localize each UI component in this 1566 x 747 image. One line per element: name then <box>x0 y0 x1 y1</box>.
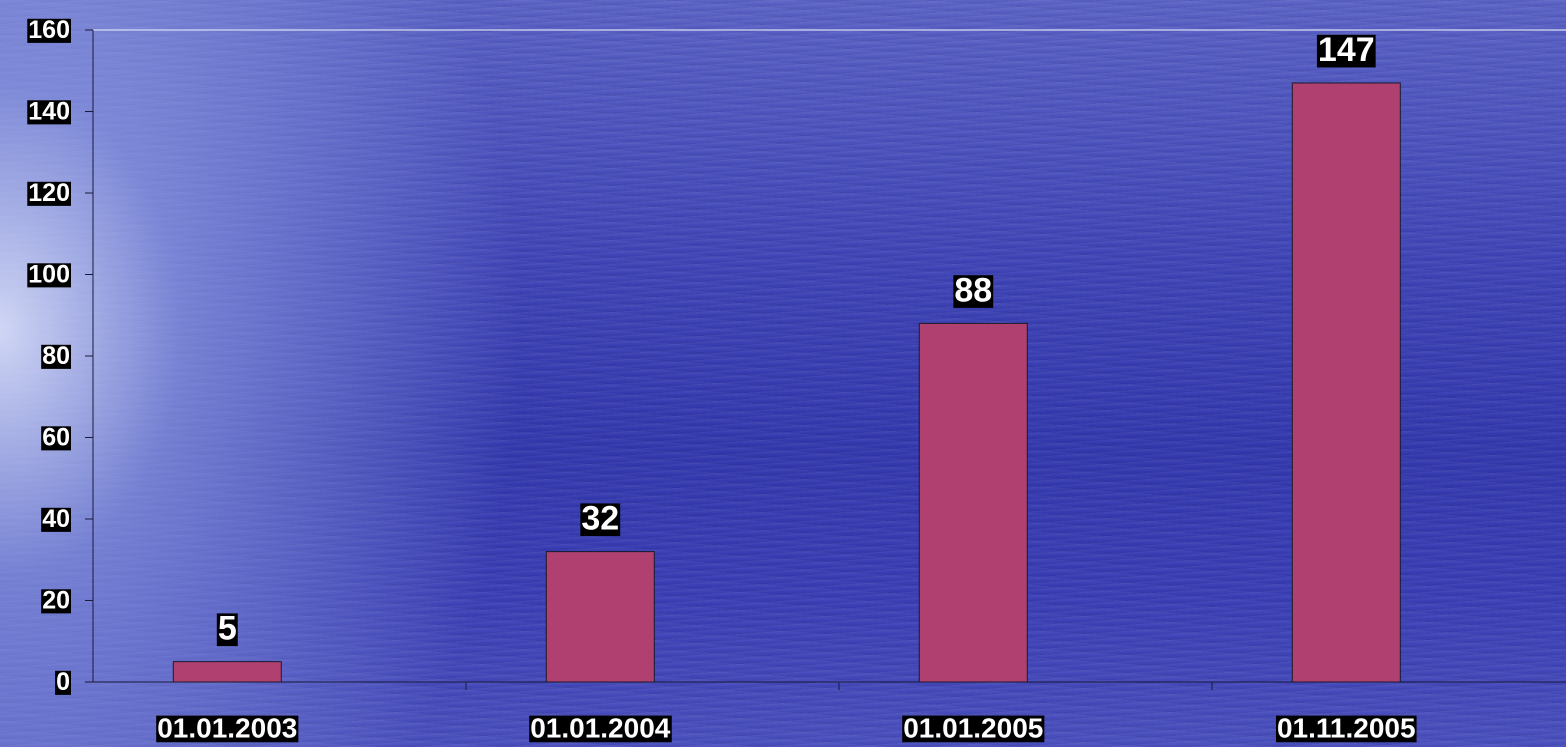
y-tick-label: 120 <box>27 179 71 207</box>
x-tick-label-background <box>529 715 672 743</box>
data-label-background <box>953 275 994 308</box>
y-tick-label-background <box>41 344 71 369</box>
y-tick-label-text: 100 <box>28 261 70 289</box>
y-tick-label-text: 160 <box>28 16 70 44</box>
y-tick-label-text: 80 <box>42 342 70 370</box>
y-tick-label: 20 <box>41 587 71 615</box>
x-tick-label-text: 01.01.2005 <box>903 713 1043 744</box>
y-tick-label-background <box>55 670 71 695</box>
y-tick-label-background <box>27 18 71 43</box>
x-tick-label-text: 01.01.2004 <box>530 713 671 744</box>
bar-01.11.2005 <box>1291 82 1401 683</box>
y-tick-label: 100 <box>27 261 71 289</box>
y-tick-label-background <box>41 589 71 614</box>
y-tick-label-text: 120 <box>28 179 70 207</box>
y-tick-label: 160 <box>27 16 71 44</box>
y-tick-label-background <box>27 263 71 288</box>
x-tick-label-background <box>156 715 299 743</box>
x-tick-label-background <box>1275 715 1417 743</box>
x-tick-label: 01.01.2003 <box>156 713 299 744</box>
y-tick-label-text: 40 <box>42 505 70 533</box>
bar-01.01.2003 <box>172 661 282 683</box>
y-tick-label: 40 <box>41 505 71 533</box>
y-tick-label-background <box>41 507 71 532</box>
bar-01.01.2004 <box>545 551 655 683</box>
y-tick-label-background <box>27 181 71 206</box>
data-label-background <box>216 613 238 647</box>
data-label: 88 <box>953 271 994 309</box>
y-tick-label: 140 <box>27 98 71 126</box>
data-label: 147 <box>1316 31 1376 69</box>
data-label-background <box>1316 34 1376 68</box>
y-tick-label-text: 140 <box>28 98 70 126</box>
data-label-background <box>580 503 621 537</box>
y-tick-label: 0 <box>55 668 71 696</box>
data-label-text: 88 <box>954 271 992 309</box>
y-tick-label-background <box>27 100 71 125</box>
x-tick-label: 01.11.2005 <box>1275 713 1417 744</box>
x-tick-label-text: 01.11.2005 <box>1277 713 1416 744</box>
data-label-text: 32 <box>581 500 619 538</box>
y-tick-label-text: 60 <box>42 424 70 452</box>
x-tick-label: 01.01.2005 <box>902 713 1045 744</box>
x-tick-label-text: 01.01.2003 <box>157 713 297 744</box>
y-tick-label-text: 0 <box>56 668 70 696</box>
y-tick-label-text: 20 <box>42 587 70 615</box>
data-label-text: 147 <box>1318 31 1375 69</box>
y-tick-label: 80 <box>41 342 71 370</box>
x-tick-label: 01.01.2004 <box>529 713 672 744</box>
bar-01.01.2005 <box>918 322 1028 683</box>
data-label: 5 <box>216 610 238 648</box>
y-tick-label: 60 <box>41 424 71 452</box>
data-label: 32 <box>580 500 621 538</box>
data-label-text: 5 <box>218 610 237 648</box>
x-tick-label-background <box>902 715 1045 743</box>
y-tick-label-background <box>41 426 71 451</box>
